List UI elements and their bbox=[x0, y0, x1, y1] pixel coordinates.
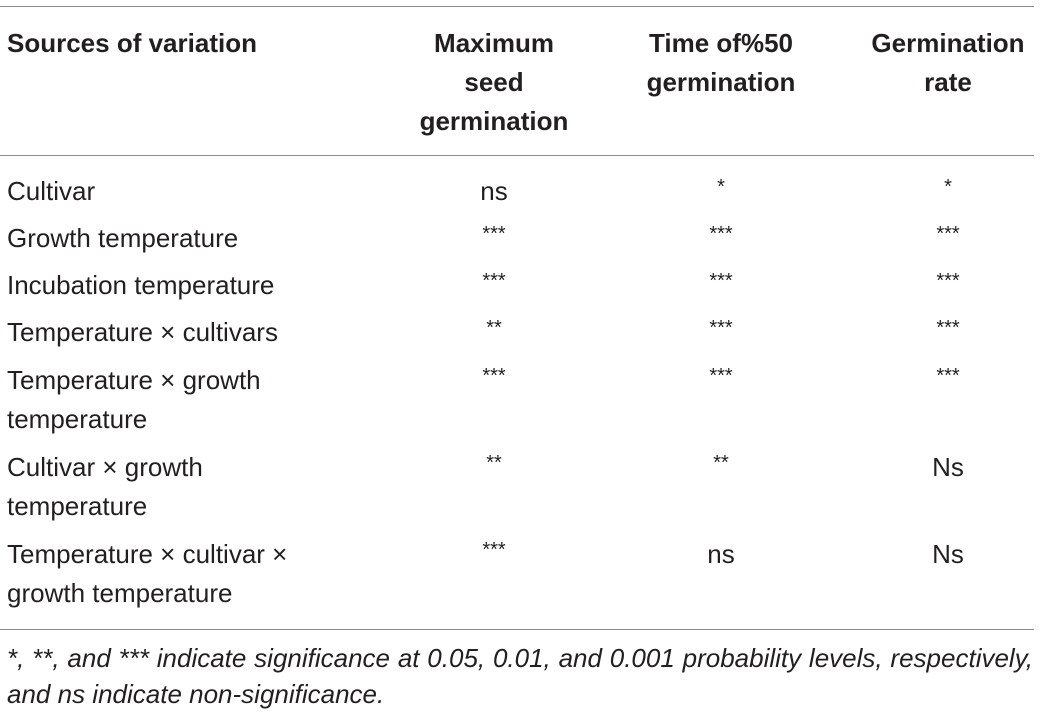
bottom-rule bbox=[0, 629, 1034, 630]
header-germination-rate: Germination rate bbox=[871, 28, 1025, 97]
row-source: Cultivar × growth temperature bbox=[7, 452, 203, 521]
cell-germination-rate: *** bbox=[936, 317, 960, 339]
row-source: Temperature × cultivars bbox=[7, 317, 278, 347]
cell-germination-rate: Ns bbox=[932, 452, 964, 482]
cell-time-50-germination: *** bbox=[709, 317, 733, 339]
cell-max-seed-germination: *** bbox=[482, 365, 506, 387]
cell-germination-rate: Ns bbox=[932, 539, 964, 569]
cell-max-seed-germination: *** bbox=[482, 223, 506, 245]
cell-max-seed-germination: ns bbox=[480, 176, 508, 206]
row-source: Cultivar bbox=[7, 176, 96, 206]
cell-time-50-germination: *** bbox=[709, 270, 733, 292]
cell-time-50-germination: * bbox=[717, 176, 725, 198]
cell-time-50-germination: *** bbox=[709, 223, 733, 245]
cell-max-seed-germination: *** bbox=[482, 539, 506, 561]
row-source: Temperature × cultivar × growth temperat… bbox=[7, 539, 288, 608]
header-sources-of-variation: Sources of variation bbox=[7, 28, 257, 58]
row-source: Incubation temperature bbox=[7, 270, 275, 300]
cell-time-50-germination: ** bbox=[713, 452, 729, 474]
header-rule bbox=[0, 155, 1034, 156]
cell-germination-rate: *** bbox=[936, 270, 960, 292]
row-source: Temperature × growth temperature bbox=[7, 365, 261, 434]
header-max-seed-germination: Maximum seed germination bbox=[419, 28, 569, 136]
cell-max-seed-germination: *** bbox=[482, 270, 506, 292]
cell-germination-rate: * bbox=[944, 176, 952, 198]
row-source: Growth temperature bbox=[7, 223, 239, 253]
top-rule bbox=[0, 6, 1034, 7]
cell-time-50-germination: ns bbox=[707, 539, 735, 569]
table-footnote: *, **, and *** indicate significance at … bbox=[7, 643, 1033, 709]
cell-time-50-germination: *** bbox=[709, 365, 733, 387]
cell-germination-rate: *** bbox=[936, 365, 960, 387]
header-time-50-germination: Time of%50 germination bbox=[646, 28, 796, 97]
cell-max-seed-germination: ** bbox=[486, 452, 502, 474]
cell-max-seed-germination: ** bbox=[486, 317, 502, 339]
cell-germination-rate: *** bbox=[936, 223, 960, 245]
